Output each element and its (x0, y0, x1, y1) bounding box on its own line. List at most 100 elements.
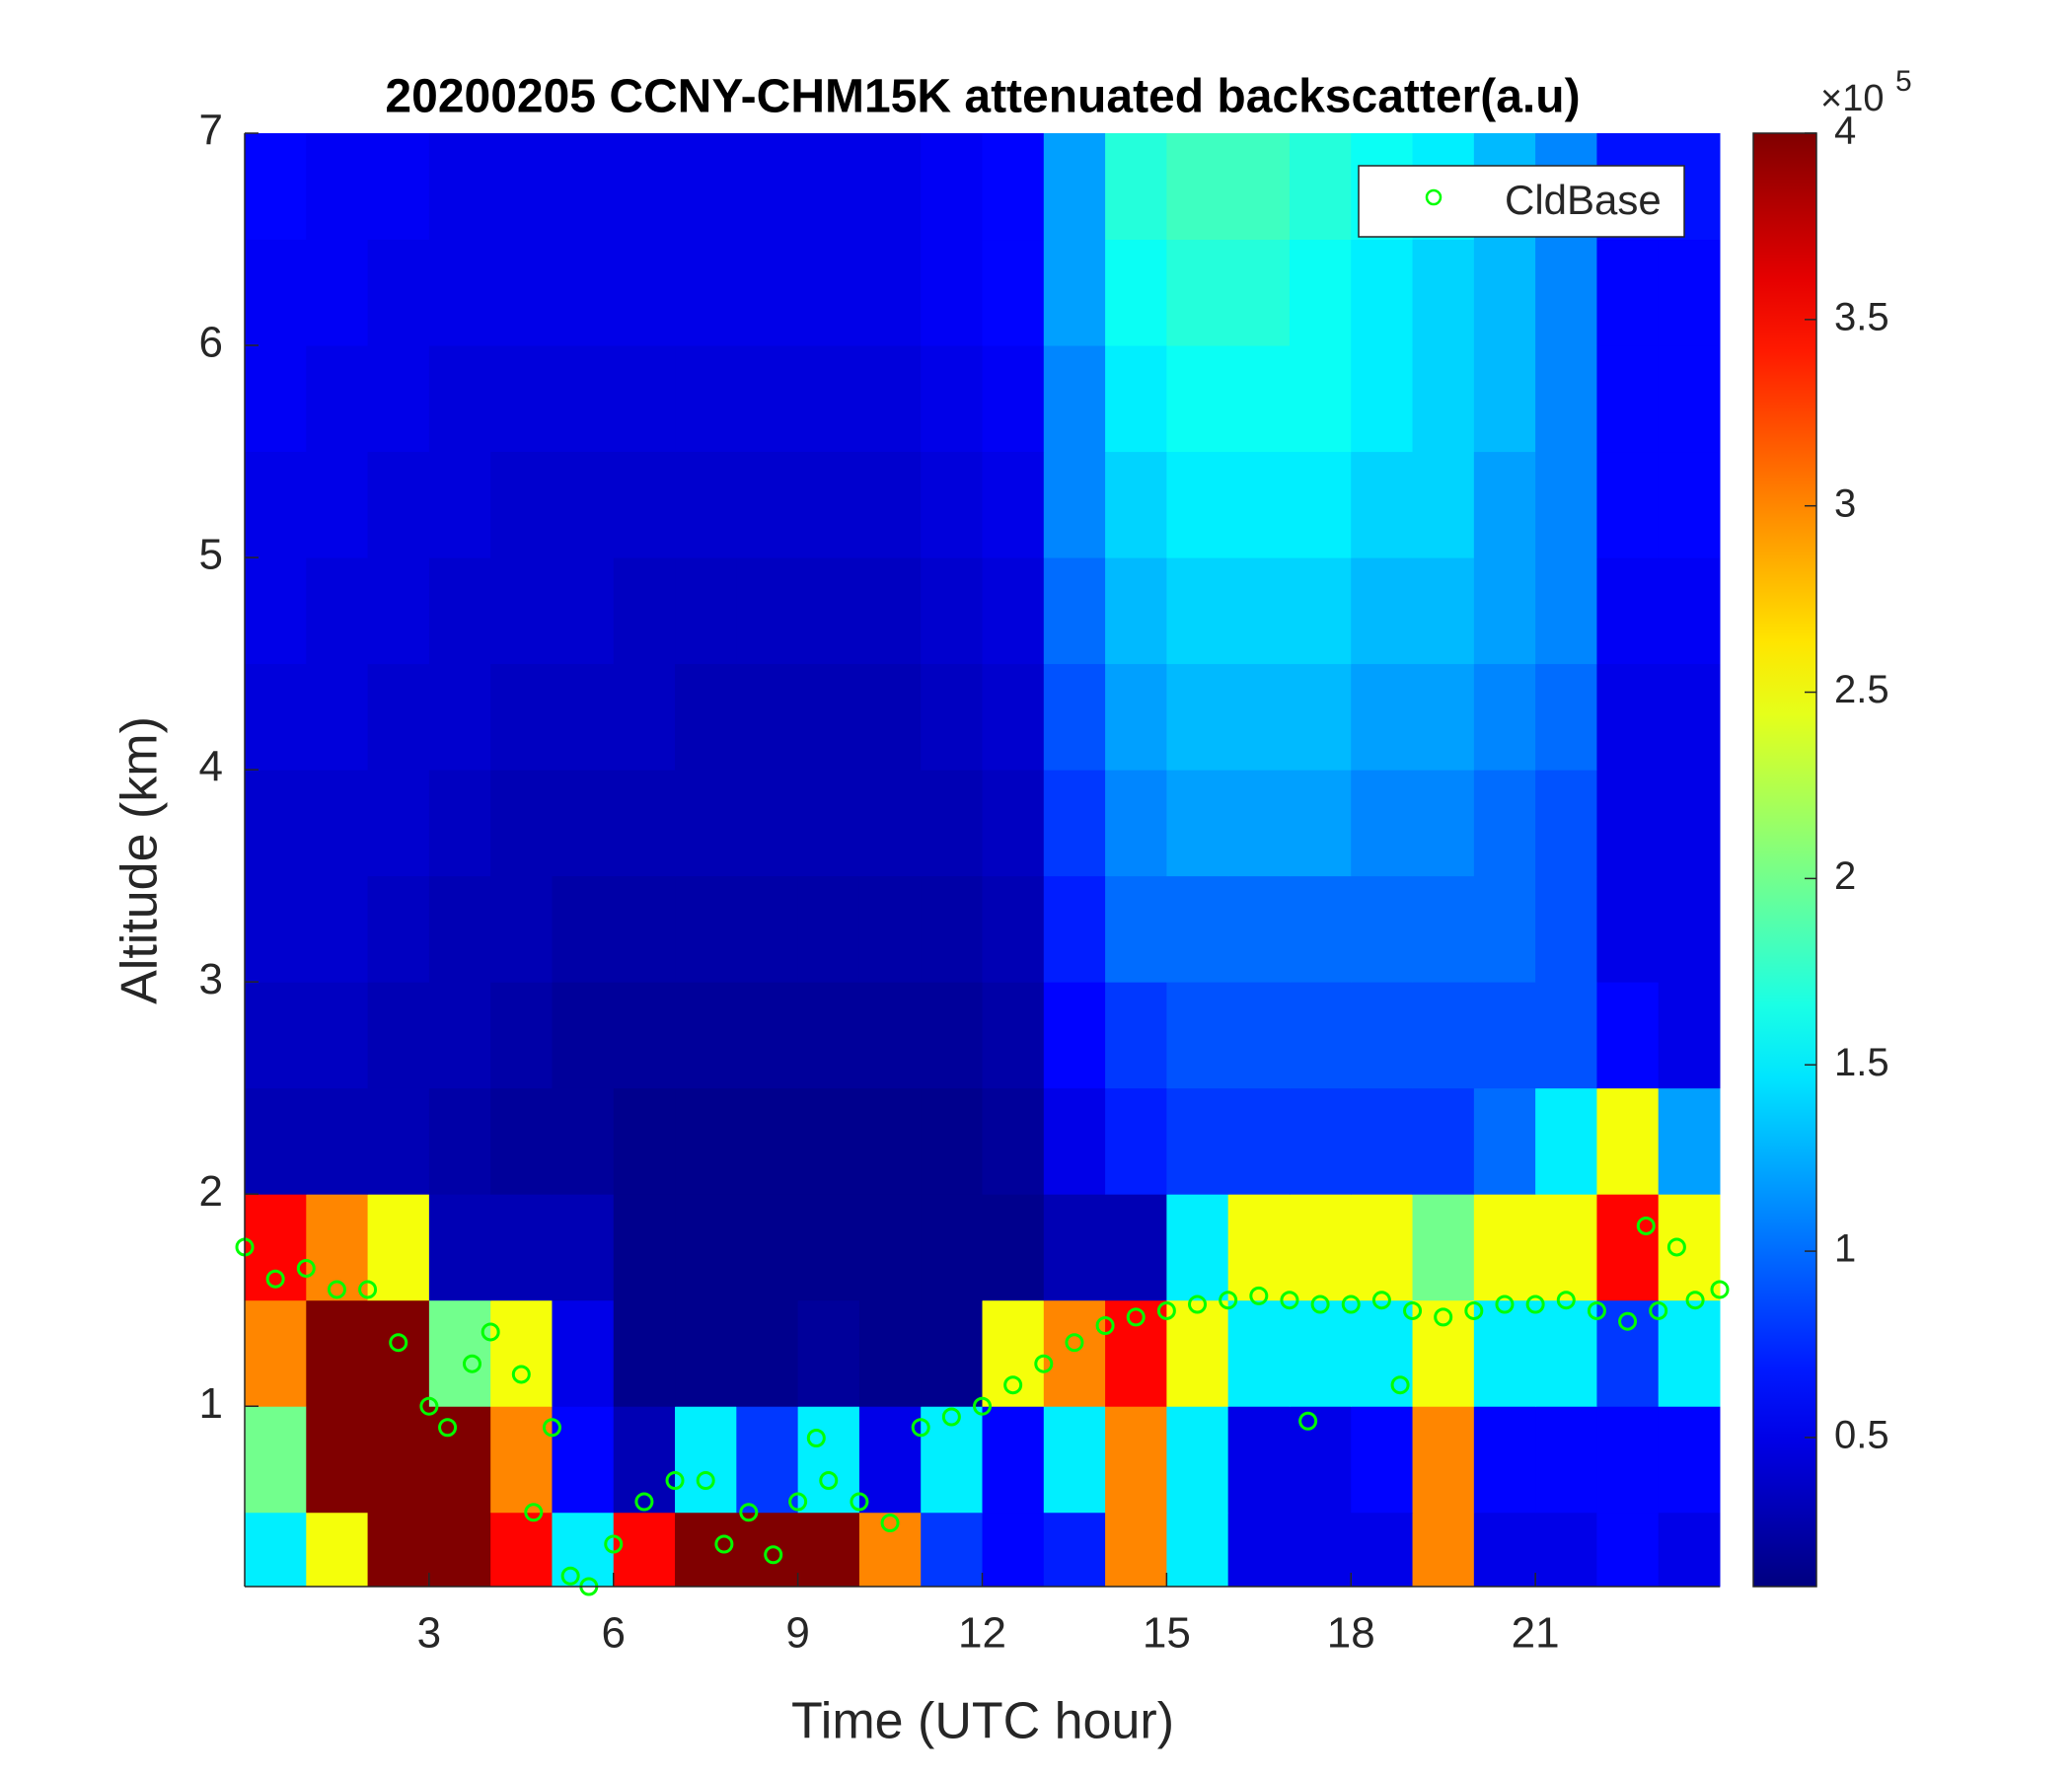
heat-cell (428, 663, 491, 771)
heat-cell (1227, 982, 1291, 1089)
cloud-base-point (1095, 1316, 1115, 1336)
heat-cell (1289, 663, 1352, 771)
heat-cell (921, 239, 983, 346)
heat-cell (1166, 557, 1229, 665)
heat-cell (921, 1299, 983, 1407)
heat-cell (367, 1194, 430, 1301)
heat-cell (306, 451, 369, 558)
heat-cell (306, 875, 369, 983)
heat-cell (982, 1299, 1045, 1407)
heat-cell (245, 1512, 307, 1588)
chart-title: 20200205 CCNY-CHM15K attenuated backscat… (385, 71, 1580, 123)
heat-cell (797, 982, 860, 1089)
heat-cell (675, 345, 737, 453)
heat-cell (1105, 1406, 1167, 1514)
heat-cell (1473, 663, 1536, 771)
cloud-base-point (1434, 1307, 1453, 1327)
colorbar-tick-label: 4 (1834, 110, 1856, 153)
heat-cell (552, 451, 615, 558)
heat-cell (736, 663, 799, 771)
heat-cell (367, 663, 430, 771)
heat-cell (1412, 1087, 1475, 1195)
cloud-base-point (1034, 1354, 1054, 1373)
heat-cell (858, 1406, 922, 1514)
x-tick-label: 12 (958, 1609, 1006, 1658)
heat-cell (736, 1194, 799, 1301)
heat-cell (1473, 345, 1536, 453)
cloud-base-point (1525, 1295, 1545, 1314)
heat-cell (552, 1194, 615, 1301)
heat-cell (428, 557, 491, 665)
heat-cell (675, 133, 737, 241)
heat-cell (736, 345, 799, 453)
heat-cell (675, 1299, 737, 1407)
heat-cell (1535, 451, 1597, 558)
heat-cell (982, 345, 1045, 453)
heat-cell (1535, 1299, 1597, 1407)
heat-cell (1596, 557, 1660, 665)
heat-cell (858, 982, 922, 1089)
heat-cell (1473, 451, 1536, 558)
heat-cell (1227, 1512, 1291, 1588)
heat-cell (858, 1087, 922, 1195)
heat-cell (1535, 875, 1597, 983)
cloud-base-point (1390, 1375, 1410, 1395)
heat-cell (1412, 557, 1475, 665)
heat-cell (1412, 663, 1475, 771)
heat-cell (982, 1512, 1045, 1588)
heat-cell (1473, 1087, 1536, 1195)
heat-cell (1535, 1512, 1597, 1588)
heat-cell (1105, 1512, 1167, 1588)
heat-cell (1227, 1406, 1291, 1514)
heat-cell (613, 557, 676, 665)
heat-cell (1658, 875, 1721, 983)
heat-cell (921, 133, 983, 241)
heat-cell (613, 239, 676, 346)
heat-cell (1166, 982, 1229, 1089)
heat-cell (490, 557, 553, 665)
cloud-base-point (1495, 1295, 1515, 1314)
heat-cell (1535, 663, 1597, 771)
heat-cell (613, 345, 676, 453)
heat-cell (1351, 1299, 1414, 1407)
heat-cell (1658, 451, 1721, 558)
heat-cell (1289, 557, 1352, 665)
heat-cell (1227, 663, 1291, 771)
heat-cell (675, 557, 737, 665)
heat-cell (1596, 982, 1660, 1089)
heat-cell (797, 770, 860, 877)
heat-cell (490, 1406, 553, 1514)
heat-cell (1043, 1512, 1106, 1588)
heat-cell (1289, 875, 1352, 983)
heat-cell (367, 133, 430, 241)
heat-cell (367, 770, 430, 877)
heat-cell (245, 345, 307, 453)
heat-cell (1166, 875, 1229, 983)
cloud-base-point (1710, 1280, 1730, 1299)
heat-cell (1596, 1512, 1660, 1588)
heat-cell (982, 133, 1045, 241)
heat-cell (1105, 1087, 1167, 1195)
cloud-base-point (714, 1534, 734, 1554)
heat-cell (245, 982, 307, 1089)
heat-cell (1596, 451, 1660, 558)
heat-cell (552, 239, 615, 346)
heat-cell (858, 875, 922, 983)
heat-cell (428, 133, 491, 241)
heat-cell (1412, 1406, 1475, 1514)
cloud-base-point (1003, 1375, 1023, 1395)
legend-label: CldBase (1505, 177, 1662, 223)
cloud-base-point (1065, 1333, 1084, 1353)
heat-cell (1227, 1194, 1291, 1301)
heat-cell (245, 1087, 307, 1195)
heat-cell (1473, 239, 1536, 346)
colorbar-tick-label: 3 (1834, 481, 1856, 525)
heat-cell (1412, 770, 1475, 877)
heat-cell (982, 663, 1045, 771)
heat-cell (797, 239, 860, 346)
heat-cell (1658, 1406, 1721, 1514)
heat-cell (613, 982, 676, 1089)
heat-cell (1596, 770, 1660, 877)
heat-cell (1473, 557, 1536, 665)
heat-cell (921, 770, 983, 877)
